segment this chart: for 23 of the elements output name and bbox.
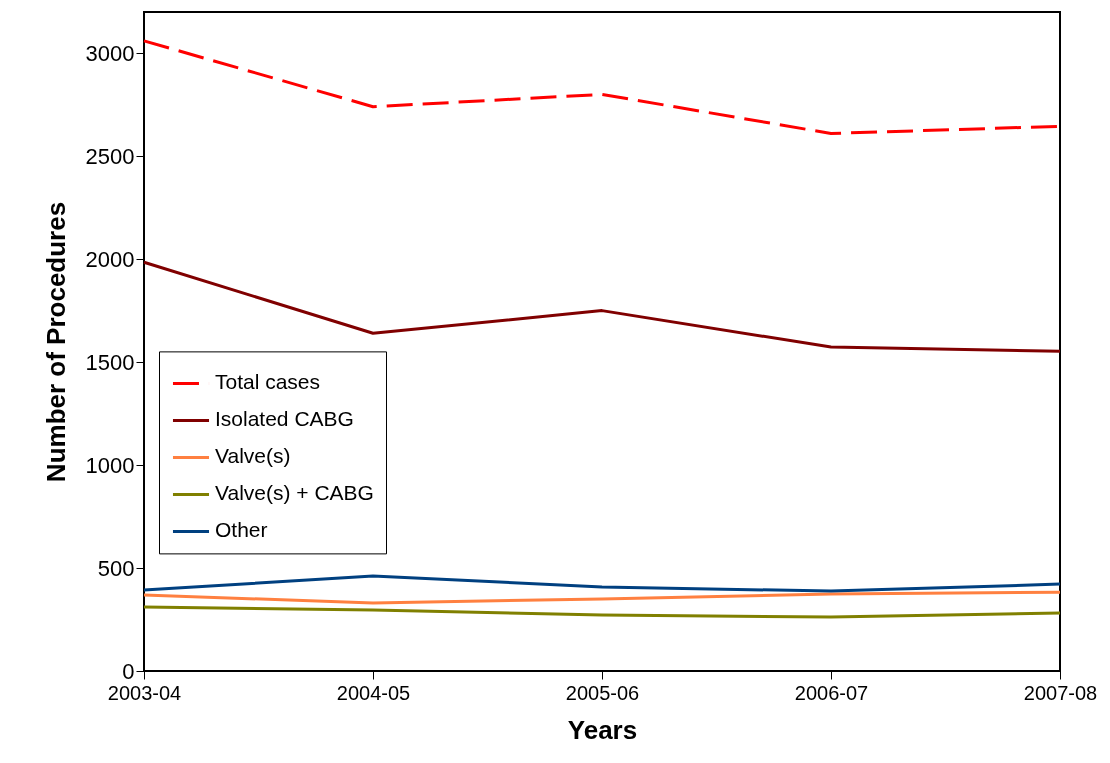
y-tick-label: 3000 bbox=[85, 40, 135, 66]
x-tick-label: 2006-07 bbox=[794, 681, 869, 704]
y-tick-label: 1500 bbox=[85, 349, 135, 375]
y-tick-label: 0 bbox=[122, 658, 135, 684]
y-tick-label: 500 bbox=[97, 555, 135, 581]
y-tick-label: 1000 bbox=[85, 452, 135, 478]
legend-label: Isolated CABG bbox=[215, 407, 354, 431]
y-tick-label: 2000 bbox=[85, 246, 135, 272]
line-series bbox=[142, 605, 1062, 619]
x-tick-label: 2004-05 bbox=[336, 681, 411, 704]
legend-label: Total cases bbox=[215, 370, 321, 394]
legend-label: Valve(s) bbox=[215, 444, 291, 468]
x-axis-title: Years bbox=[567, 714, 638, 745]
y-axis-title: Number of Procedures bbox=[40, 201, 71, 483]
x-tick-label: 2005-06 bbox=[565, 681, 640, 704]
x-tick-label: 2007-08 bbox=[1023, 681, 1098, 704]
line-series bbox=[142, 590, 1062, 605]
legend-label: Valve(s) + CABG bbox=[215, 481, 374, 505]
line-series bbox=[142, 574, 1062, 593]
legend-label: Other bbox=[215, 518, 268, 542]
x-tick-label: 2003-04 bbox=[107, 681, 182, 704]
y-tick-label: 2500 bbox=[85, 143, 135, 169]
line-series bbox=[142, 260, 1062, 353]
